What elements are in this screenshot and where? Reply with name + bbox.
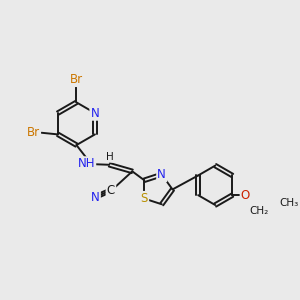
Text: Br: Br <box>27 126 40 139</box>
Text: CH₃: CH₃ <box>279 198 298 208</box>
Text: H: H <box>106 152 114 162</box>
Text: Br: Br <box>70 73 83 86</box>
Text: NH: NH <box>77 158 95 170</box>
Text: S: S <box>141 192 148 205</box>
Text: N: N <box>91 191 100 204</box>
Text: O: O <box>241 189 250 202</box>
Text: CH₂: CH₂ <box>249 206 268 216</box>
Text: N: N <box>91 106 99 119</box>
Text: N: N <box>158 168 166 181</box>
Text: C: C <box>107 184 115 197</box>
